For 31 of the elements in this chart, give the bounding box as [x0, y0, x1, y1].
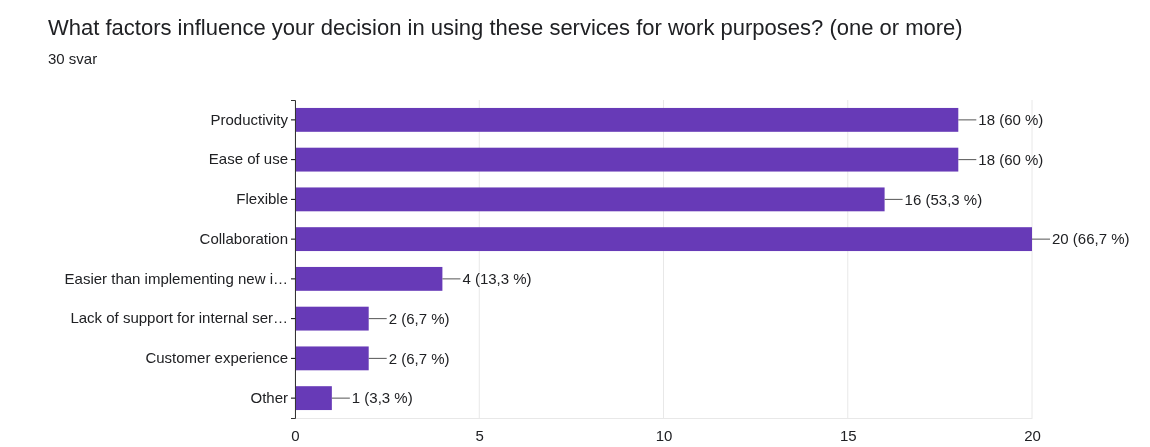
- bar: [295, 346, 369, 371]
- text: 30 svar: [48, 50, 98, 67]
- data-label: 18 (60 %): [978, 111, 1044, 129]
- x-tick-label: 0: [291, 426, 300, 444]
- data-label: 4 (13,3 %): [462, 270, 532, 288]
- y-tick-label: Easier than implementing new i…: [64, 269, 288, 287]
- bar: [295, 147, 959, 172]
- data-label: 20 (66,7 %): [1052, 230, 1130, 248]
- data-label: 1 (3,3 %): [351, 389, 413, 407]
- x-tick-label: 15: [839, 426, 857, 444]
- bar: [295, 306, 369, 331]
- x-tick-label: 10: [655, 426, 673, 444]
- y-tick-label: Productivity: [210, 110, 289, 128]
- y-tick-label: Other: [250, 388, 288, 406]
- x-tick-label: 5: [475, 426, 484, 444]
- chart-title: What factors influence your decision in using these services for work purposes? (one or more): [48, 15, 963, 40]
- data-label: 16 (53,3 %): [904, 190, 983, 208]
- y-tick-label: Lack of support for internal ser…: [70, 309, 288, 327]
- bar: [295, 187, 885, 212]
- y-tick-label: Ease of use: [208, 150, 288, 168]
- data-label: 2 (6,7 %): [388, 349, 450, 367]
- x-tick-label: 20: [1024, 426, 1041, 444]
- bar: [295, 266, 443, 291]
- y-tick-label: Customer experience: [145, 349, 288, 367]
- data-label: 18 (60 %): [978, 150, 1044, 168]
- bar: [295, 227, 1032, 252]
- data-label: 2 (6,7 %): [388, 309, 450, 327]
- bar: [295, 386, 332, 411]
- bar: [295, 107, 959, 132]
- y-tick-label: Collaboration: [199, 229, 288, 247]
- y-tick-label: Flexible: [236, 190, 288, 208]
